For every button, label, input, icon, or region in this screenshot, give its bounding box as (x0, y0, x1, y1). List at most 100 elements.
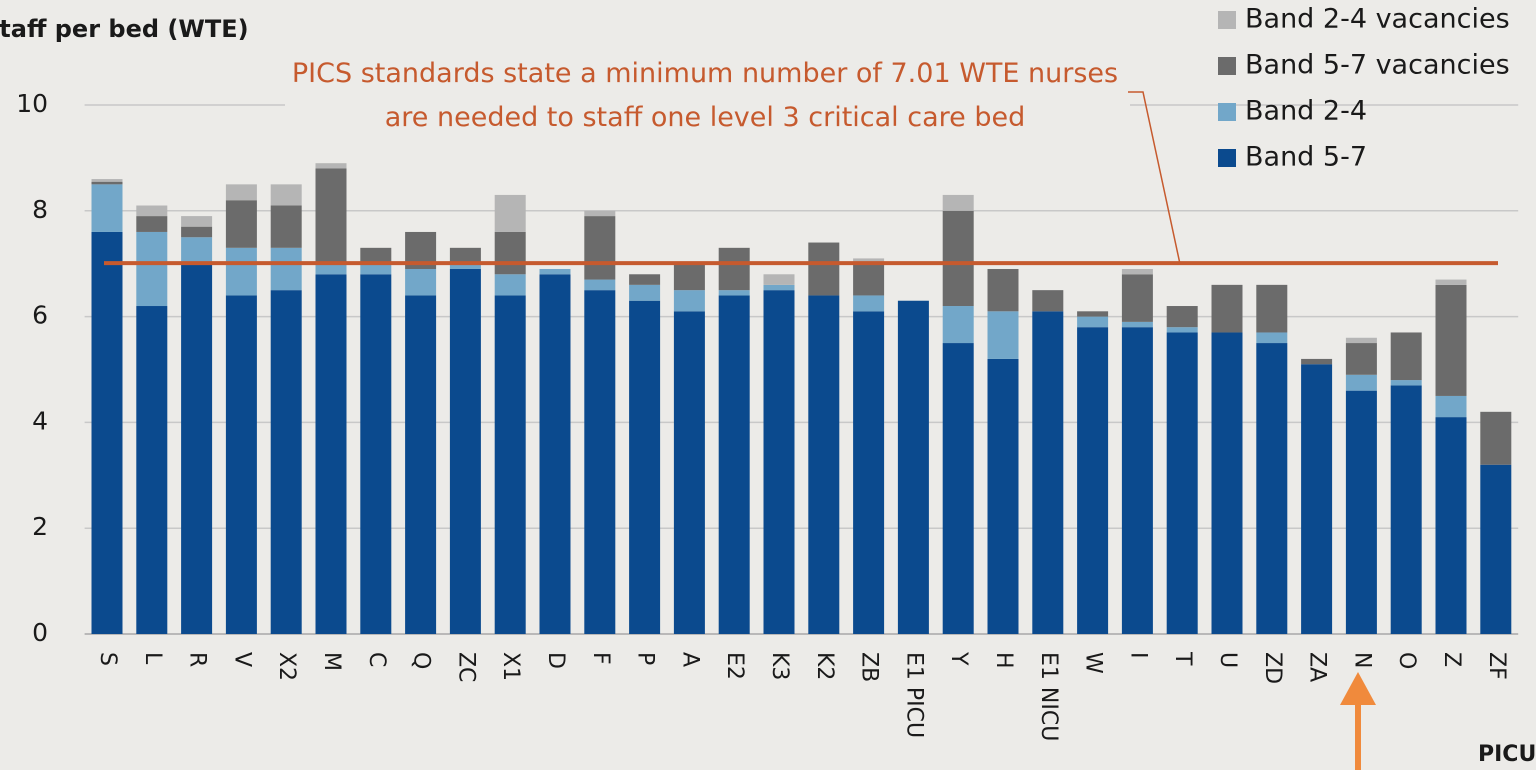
bar-segment (181, 237, 212, 263)
bar-segment (943, 211, 974, 306)
legend-label: Band 5-7 vacancies (1245, 50, 1510, 81)
legend-label: Band 2-4 (1245, 96, 1367, 127)
x-tick-label: P (633, 652, 658, 665)
bar-segment (360, 274, 391, 634)
bar-segment (1032, 290, 1063, 311)
bar-segment (1346, 375, 1377, 391)
bar-segment (629, 301, 660, 634)
bar-segment (719, 290, 750, 295)
x-tick-label: V (229, 652, 254, 667)
bar-segment (271, 206, 302, 248)
bar-segment (764, 290, 795, 634)
y-tick-label: 6 (32, 301, 48, 330)
bar-segment (360, 264, 391, 275)
bar-segment (1436, 396, 1467, 417)
x-tick-label: ZD (1260, 652, 1285, 684)
bar-segment (629, 285, 660, 301)
x-tick-label: K3 (767, 652, 792, 680)
bar-segment (1301, 359, 1332, 364)
x-tick-label: N (1349, 652, 1374, 668)
x-tick-label: L (140, 652, 165, 665)
bar-segment (853, 311, 884, 634)
x-tick-label: A (677, 652, 702, 667)
bar-segment (808, 243, 839, 296)
bar-segment (1346, 391, 1377, 634)
bar-segment (316, 264, 347, 275)
x-tick-label: U (1215, 652, 1240, 668)
bar-segment (495, 195, 526, 232)
bar-segment (1077, 311, 1108, 316)
x-tick-label: ZA (1305, 652, 1330, 682)
bar-segment (1391, 385, 1422, 634)
bar-segment (719, 295, 750, 634)
bar-segment (1167, 306, 1198, 327)
bar-segment (540, 274, 571, 634)
bar-segment (1346, 343, 1377, 375)
bar-segment (1077, 327, 1108, 634)
x-tick-label: E2 (722, 652, 747, 680)
legend-swatch (1218, 57, 1236, 75)
y-tick-label: 10 (16, 89, 48, 118)
annotation: PICS standards state a minimum number of… (290, 52, 1120, 140)
x-tick-label: W (1081, 652, 1106, 674)
arrow-head (1340, 672, 1376, 705)
legend-swatch (1218, 11, 1236, 29)
bar-segment (674, 264, 705, 290)
x-tick-label: O (1394, 652, 1419, 669)
legend-swatch (1218, 149, 1236, 167)
bar-segment (1256, 332, 1287, 343)
x-tick-label: R (185, 652, 210, 667)
bar-segment (405, 269, 436, 295)
bar-segment (495, 295, 526, 634)
x-tick-label: ZC (453, 652, 478, 682)
bar-segment (226, 200, 257, 248)
bar-segment (271, 290, 302, 634)
bar-segment (1480, 412, 1511, 465)
bar-segment (764, 274, 795, 285)
bar-segment (1122, 269, 1153, 274)
bar-segment (1436, 417, 1467, 634)
bar-segment (584, 211, 615, 216)
bar-segment (584, 280, 615, 291)
bar-segment (495, 274, 526, 295)
bar-segment (1122, 327, 1153, 634)
bar-segment (181, 264, 212, 634)
bar-segment (808, 295, 839, 634)
y-tick-label: 0 (32, 618, 48, 647)
bar-segment (674, 311, 705, 634)
annotation-box: PICS standards state a minimum number of… (290, 52, 1120, 142)
x-tick-label: I (1125, 652, 1150, 659)
bar-segment (92, 232, 123, 634)
bar-segment (271, 184, 302, 205)
bar-segment (1436, 285, 1467, 396)
annotation-connector (1128, 92, 1180, 264)
bar-segment (1301, 364, 1332, 634)
bar-segment (226, 248, 257, 296)
bar-segment (1346, 338, 1377, 343)
bar-segment (1212, 332, 1243, 634)
bar-segment (1212, 285, 1243, 333)
bar-segment (1436, 280, 1467, 285)
bar-segment (988, 311, 1019, 359)
bar-segment (1077, 317, 1108, 328)
x-tick-label: E1 NICU (1036, 652, 1061, 741)
x-tick-label: K2 (812, 652, 837, 680)
chart: Staff per bed (WTE) PICU 0246810 SLRVX2M… (0, 0, 1536, 770)
x-tick-label: S (95, 652, 120, 666)
bar-segment (136, 216, 167, 232)
bar-segment (943, 195, 974, 211)
legend-label: Band 5-7 (1245, 142, 1367, 173)
x-tick-label: H (991, 652, 1016, 669)
bar-segment (271, 248, 302, 290)
bar-segment (1391, 332, 1422, 380)
bar-segment (316, 163, 347, 168)
bar-segment (943, 306, 974, 343)
bar-segment (1122, 322, 1153, 327)
bar-segment (226, 295, 257, 634)
x-axis-title: PICU (1478, 742, 1536, 767)
bar-segment (584, 290, 615, 634)
bar-segment (853, 295, 884, 311)
bar-segment (92, 182, 123, 185)
bar-segment (1122, 274, 1153, 322)
x-tick-label: T (1170, 651, 1195, 666)
